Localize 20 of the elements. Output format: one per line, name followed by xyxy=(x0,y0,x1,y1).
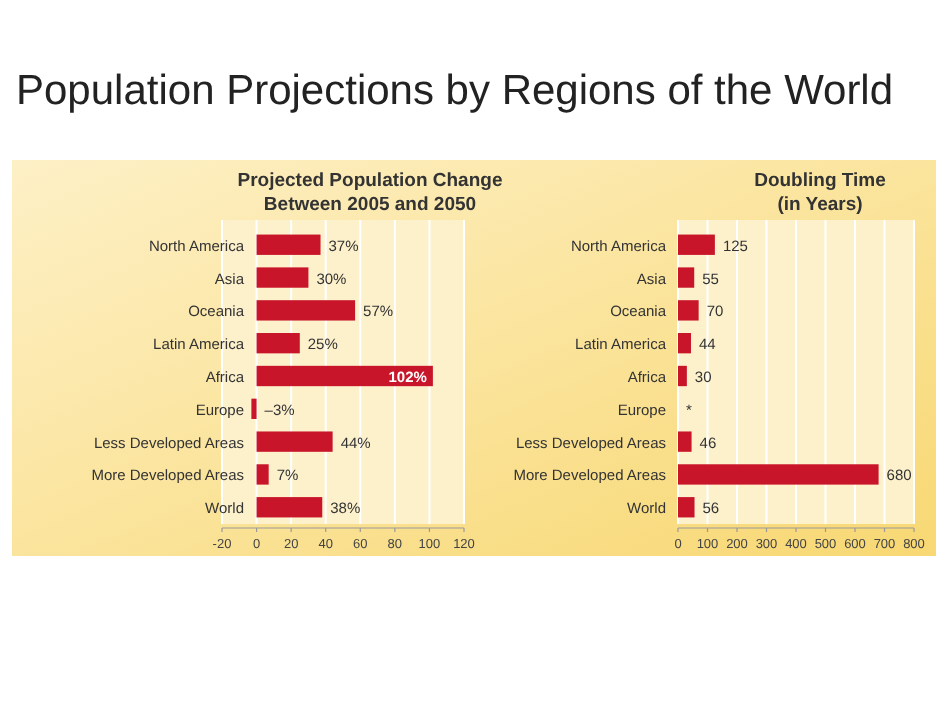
bar xyxy=(256,300,356,321)
bar xyxy=(678,431,692,452)
bar xyxy=(256,234,321,255)
bar xyxy=(256,333,300,354)
bar xyxy=(256,497,323,518)
bar xyxy=(678,300,699,321)
bar xyxy=(678,497,695,518)
bar xyxy=(678,365,687,387)
bar xyxy=(256,431,333,452)
bar xyxy=(678,464,879,485)
bar xyxy=(678,267,695,288)
text: Population Projections by Regions of the World xyxy=(16,68,894,114)
bar xyxy=(256,365,433,387)
chart-title: Doubling Time (in Years) xyxy=(754,170,886,216)
bar xyxy=(678,234,715,255)
bar xyxy=(251,398,257,419)
chart-title: Projected Population Change Between 2005 and 2050 xyxy=(237,170,503,216)
bar xyxy=(678,333,691,354)
bar xyxy=(256,267,309,288)
bar xyxy=(256,464,269,485)
